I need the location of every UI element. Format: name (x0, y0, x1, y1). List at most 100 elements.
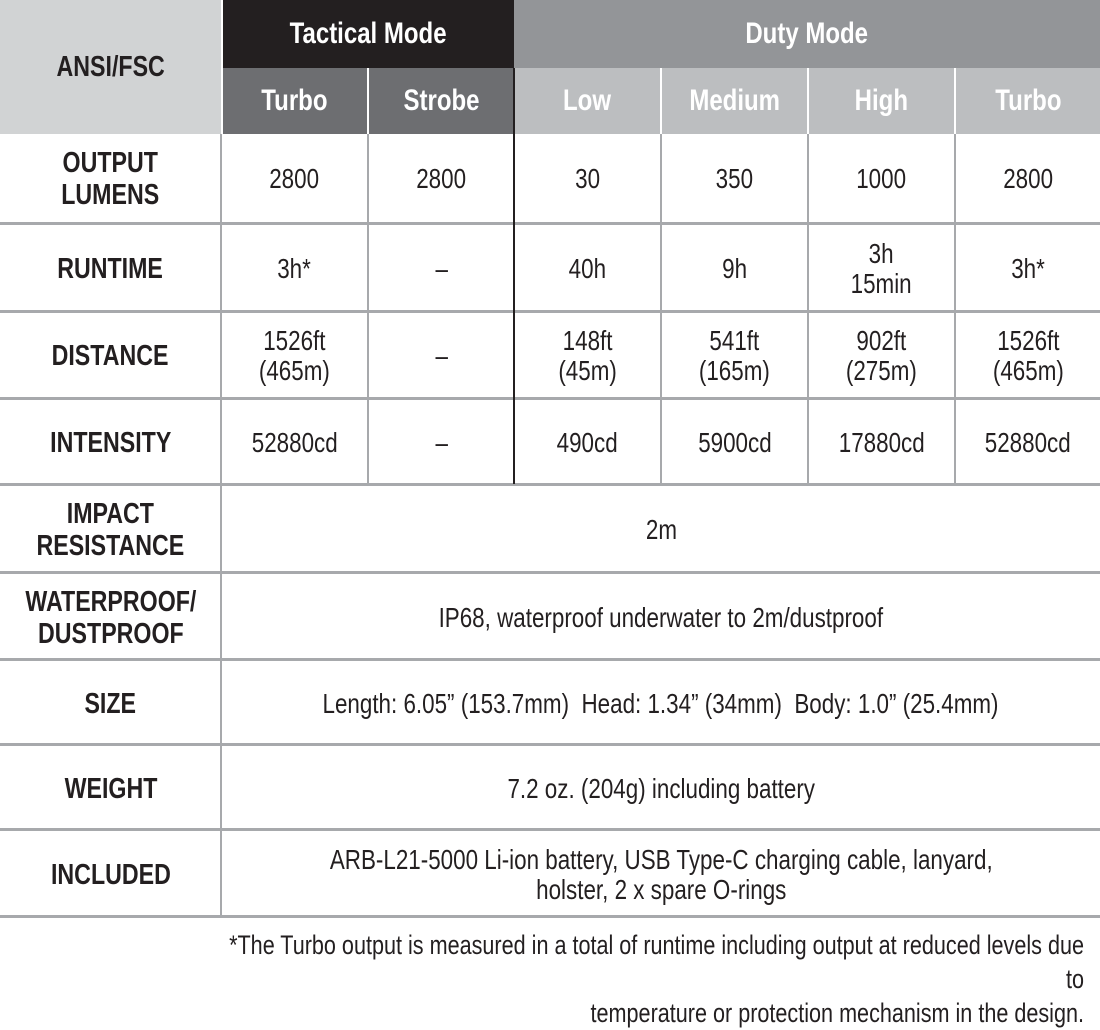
row-label-included: INCLUDED (0, 832, 221, 917)
row-label-runtime: RUNTIME (0, 225, 221, 312)
mode-group-divider (513, 68, 515, 484)
row-divider (0, 397, 1100, 400)
table-cell: 1000 (809, 134, 954, 224)
cell-value: IP68, waterproof underwater to 2m/dustpr… (438, 601, 884, 633)
cell-value: Length: 6.05” (153.7mm) Head: 1.34” (34m… (322, 687, 1000, 719)
cell-value: – (435, 252, 448, 284)
row-divider (0, 915, 1100, 918)
column-divider (367, 134, 369, 486)
row-label-weight: WEIGHT (0, 747, 221, 830)
table-cell: 350 (662, 134, 807, 224)
row-label: INTENSITY (49, 426, 172, 459)
table-cell: 2800 (369, 134, 514, 224)
table-cell: 3h* (222, 225, 367, 312)
row-label-intensity: INTENSITY (0, 400, 221, 485)
table-cell: 2800 (956, 134, 1100, 224)
cell-value: 1000 (856, 163, 907, 194)
table-cell: 148ft (45m) (515, 313, 660, 399)
table-cell: 40h (515, 225, 660, 312)
cell-value: 3h* (277, 252, 312, 284)
cell-value: – (435, 426, 448, 458)
tactical-mode-header: Tactical Mode (222, 0, 514, 68)
footnote: *The Turbo output is measured in a total… (4, 928, 1084, 1030)
row-divider (0, 310, 1100, 313)
mode-header-duty-turbo: Turbo (956, 68, 1100, 134)
corner-label: ANSI/FSC (56, 51, 165, 83)
row-divider (0, 828, 1100, 831)
cell-value: 2800 (269, 163, 320, 194)
duty-mode-label: Duty Mode (745, 17, 869, 50)
cell-value: 2800 (416, 163, 467, 194)
table-cell: 1526ft (465m) (956, 313, 1100, 399)
cell-value: 541ft (165m) (699, 325, 770, 386)
header-divider (221, 0, 223, 134)
footnote-text: *The Turbo output is measured in a total… (229, 930, 1084, 1028)
cell-value: 1526ft (465m) (259, 325, 330, 386)
row-divider (0, 483, 1100, 486)
table-cell: 9h (662, 225, 807, 312)
table-cell: 541ft (165m) (662, 313, 807, 399)
mode-label: Strobe (403, 84, 480, 117)
row-label: SIZE (84, 687, 137, 720)
cell-value: ARB-L21-5000 Li-ion battery, USB Type-C … (329, 843, 993, 905)
table-cell: 3h* (956, 225, 1100, 312)
cell-value: 40h (568, 252, 607, 284)
mode-header-tactical-turbo: Turbo (222, 68, 367, 134)
cell-value: 5900cd (697, 426, 772, 458)
mode-label: Low (563, 84, 611, 117)
cell-value: 2m (645, 514, 677, 545)
column-divider (220, 134, 222, 917)
corner-header: ANSI/FSC (0, 0, 221, 134)
cell-value: 2800 (1003, 163, 1053, 194)
cell-value: 7.2 oz. (204g) including battery (507, 772, 815, 804)
cell-value: 902ft (275m) (846, 325, 917, 386)
column-divider (954, 134, 956, 486)
mode-label: Turbo (994, 84, 1062, 117)
row-divider (0, 743, 1100, 746)
table-cell: – (369, 313, 514, 399)
cell-value: – (435, 340, 448, 371)
row-label-size: SIZE (0, 662, 221, 745)
row-label-distance: DISTANCE (0, 313, 221, 399)
spec-value-waterproof: IP68, waterproof underwater to 2m/dustpr… (222, 575, 1100, 660)
row-divider (0, 658, 1100, 661)
header-divider (367, 68, 369, 134)
header-divider (954, 68, 956, 134)
row-label-output-lumens: OUTPUT LUMENS (0, 134, 221, 224)
mode-header-low: Low (514, 68, 660, 134)
row-divider (0, 571, 1100, 574)
table-cell: 902ft (275m) (809, 313, 954, 399)
row-label-waterproof: WATERPROOF/ DUSTPROOF (0, 575, 221, 660)
cell-value: 490cd (556, 426, 619, 458)
row-label: WATERPROOF/ DUSTPROOF (24, 585, 196, 650)
row-label: WEIGHT (64, 772, 157, 805)
row-label: OUTPUT LUMENS (61, 147, 160, 211)
mode-label: Medium (689, 84, 780, 117)
row-label: IMPACT RESISTANCE (36, 498, 185, 562)
cell-value: 52880cd (985, 426, 1071, 458)
table-cell: 17880cd (809, 400, 954, 485)
mode-header-medium: Medium (662, 68, 807, 134)
table-cell: – (369, 225, 514, 312)
cell-value: 30 (575, 163, 600, 194)
cell-value: 148ft (45m) (558, 325, 617, 386)
cell-value: 350 (715, 163, 754, 194)
tactical-mode-label: Tactical Mode (289, 17, 447, 50)
cell-value: 3h 15min (850, 237, 912, 299)
row-divider (0, 222, 1100, 225)
table-cell: 490cd (515, 400, 660, 485)
cell-value: 17880cd (838, 426, 925, 458)
table-cell: 3h 15min (809, 225, 954, 312)
table-cell: – (369, 400, 514, 485)
row-label: DISTANCE (52, 340, 169, 372)
table-cell: 1526ft (465m) (222, 313, 367, 399)
table-cell: 5900cd (662, 400, 807, 485)
cell-value: 3h* (1011, 252, 1045, 284)
duty-mode-header: Duty Mode (514, 0, 1100, 68)
row-label: RUNTIME (57, 252, 164, 285)
header-divider (660, 68, 662, 134)
column-divider (807, 134, 809, 486)
mode-header-high: High (809, 68, 954, 134)
table-cell: 52880cd (222, 400, 367, 485)
spec-value-weight: 7.2 oz. (204g) including battery (222, 747, 1100, 830)
